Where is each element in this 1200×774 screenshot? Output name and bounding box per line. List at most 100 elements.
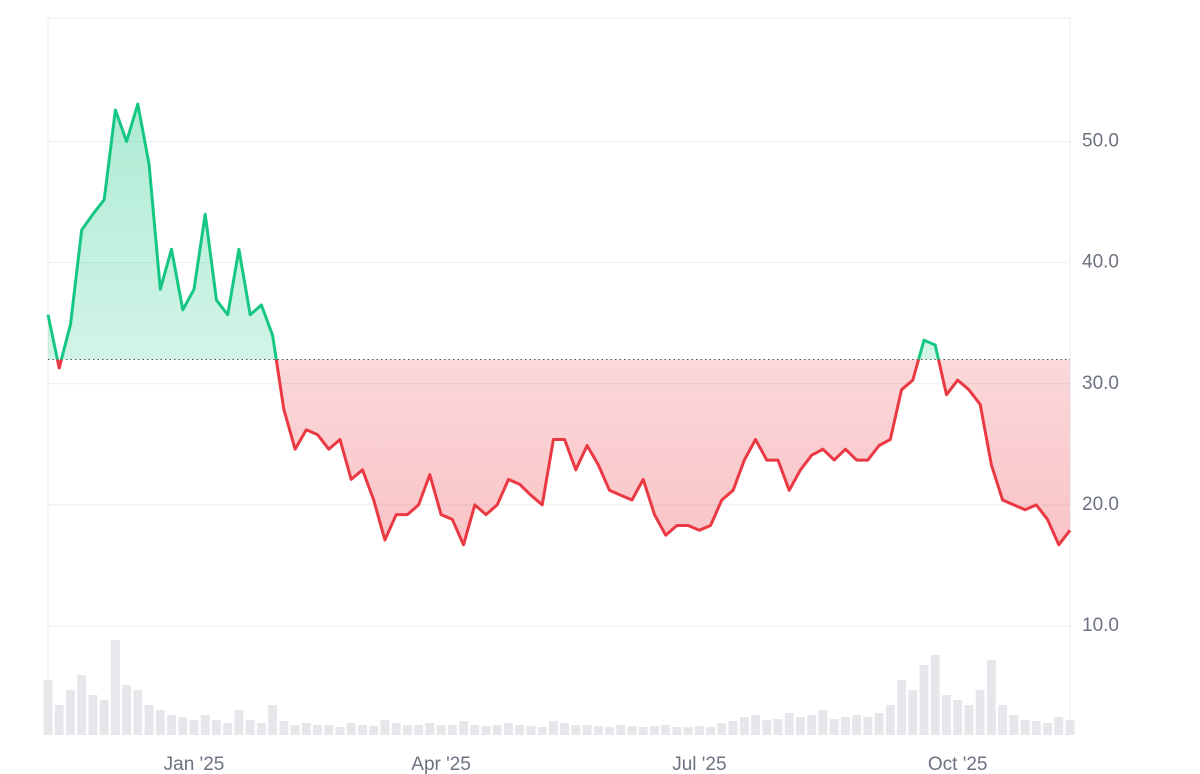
volume-bar (818, 710, 828, 735)
volume-bar (212, 720, 221, 735)
volume-bar (425, 723, 435, 735)
volume-bar (99, 700, 109, 735)
volume-bar (391, 723, 401, 735)
price-line-up (46, 102, 941, 360)
volume-bar (526, 726, 536, 735)
volume-bar (930, 655, 940, 735)
area-up (48, 104, 939, 360)
volume-bar (223, 723, 233, 735)
y-tick-label: 40.0 (1082, 252, 1119, 273)
volume-bar (447, 725, 457, 735)
volume-bar (346, 723, 356, 735)
volume-bar (369, 726, 379, 735)
x-tick-label: Jan '25 (164, 754, 225, 774)
volume-bar (358, 725, 367, 735)
volume-bar (537, 727, 547, 735)
price-line-down (55, 359, 1072, 547)
x-tick-label: Jul '25 (672, 754, 726, 774)
volume-bar (897, 680, 906, 735)
volume-bar (290, 725, 300, 735)
volume-bar (1065, 720, 1075, 735)
volume-bar (773, 719, 783, 735)
volume-bar (77, 675, 87, 735)
volume-bar (54, 705, 64, 735)
volume-bar (638, 727, 648, 735)
volume-bar (380, 720, 390, 735)
volume-bar (200, 715, 210, 735)
volume-bar (852, 715, 862, 735)
volume-bar (717, 723, 727, 735)
volume-bar (863, 717, 873, 735)
volume-bar (953, 700, 963, 735)
volume-bar (436, 725, 446, 735)
volume-bar (874, 713, 884, 735)
volume-bar (986, 660, 996, 735)
volume-bar (796, 717, 805, 735)
volume-bar (762, 720, 772, 735)
volume-bar (324, 725, 334, 735)
volume-bar (1043, 723, 1052, 735)
volume-bar (571, 725, 581, 735)
volume-bar (582, 725, 592, 735)
volume-bar (885, 705, 895, 735)
volume-bar (964, 705, 974, 735)
volume-bar (683, 727, 693, 735)
volume-bar (1009, 715, 1019, 735)
volume-bar (279, 721, 289, 735)
volume-bar (1054, 717, 1064, 735)
volume-bar (144, 705, 154, 735)
volume-bar (694, 726, 704, 735)
volume-bar (88, 695, 98, 735)
volume-bar (627, 726, 637, 735)
area-down (48, 359, 1070, 545)
y-tick-label: 50.0 (1082, 131, 1119, 152)
volume-bar (548, 721, 558, 735)
volume-bar (256, 723, 266, 735)
volume-bar (975, 690, 985, 735)
volume-bar (189, 720, 199, 735)
x-tick-label: Apr '25 (411, 754, 471, 774)
volume-bar (481, 726, 491, 735)
volume-bar (942, 695, 951, 735)
volume-bar (133, 690, 143, 735)
volume-bar (661, 725, 671, 735)
volume-bar (459, 721, 468, 735)
volume-bar (751, 715, 760, 735)
volume-bar (110, 640, 120, 735)
volume-bar (829, 719, 839, 735)
volume-bar (706, 727, 716, 735)
volume-bar (245, 720, 255, 735)
volume-bar (784, 713, 794, 735)
volume-bar (167, 715, 176, 735)
volume-bar (155, 710, 165, 735)
volume-bar (313, 725, 322, 735)
volume-bar (728, 721, 738, 735)
volume-bar (492, 725, 502, 735)
volume-bar (908, 690, 918, 735)
volume-bar (43, 680, 53, 735)
x-tick-label: Oct '25 (928, 754, 988, 774)
y-tick-label: 10.0 (1082, 615, 1119, 636)
y-tick-label: 30.0 (1082, 373, 1119, 394)
volume-bar (268, 705, 278, 735)
volume-bar (1020, 720, 1030, 735)
volume-bar (998, 705, 1008, 735)
volume-bar (515, 725, 525, 735)
volume-bar (178, 717, 188, 735)
volume-bar (470, 725, 480, 735)
volume-bar (402, 725, 412, 735)
volume-bar (593, 726, 603, 735)
volume-bar (739, 717, 749, 735)
volume-bar (840, 717, 850, 735)
volume-bar (650, 726, 659, 735)
volume-bar (414, 725, 424, 735)
volume-bar (672, 727, 682, 735)
volume-bar (234, 710, 244, 735)
volume-bar (605, 727, 614, 735)
volume-bar (66, 690, 75, 735)
volume-bar (1031, 721, 1041, 735)
volume-bar (807, 715, 817, 735)
volume-bar (616, 725, 626, 735)
volume-bar (560, 723, 570, 735)
